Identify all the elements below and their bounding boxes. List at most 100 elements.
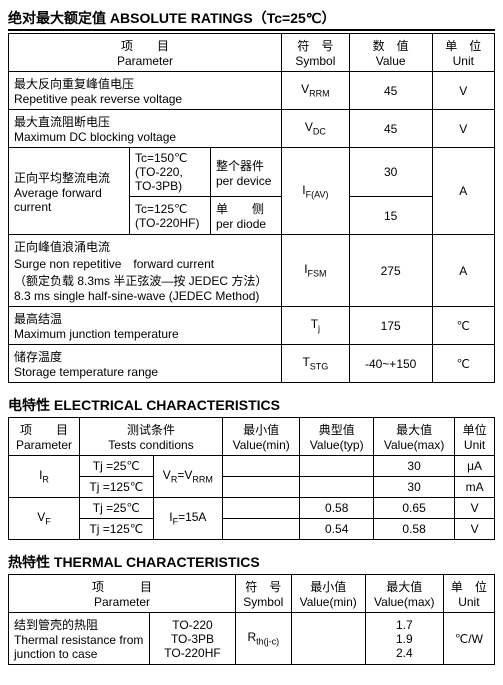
ifav-c2rcn: 单 侧 [216,202,264,216]
tstg-en: Storage temperature range [14,365,276,379]
ehdr-cond-cn: 测试条件 [127,423,175,437]
rth-pkg3: TO-220HF [164,646,220,660]
rth-max1: 1.7 [396,618,413,632]
abs-header-row: 项 目 Parameter 符 号 Symbol 数 值 Value 单 位 U… [9,34,495,72]
vf-tj1: Tj =25℃ [80,498,154,519]
hdr-symbol-cn: 符 号 [297,39,333,53]
thdr-min-en: Value(min) [300,595,357,609]
vdc-cn: 最大直流阻断电压 [14,113,276,130]
ifsm-sub: FSM [308,269,327,279]
vf-max2: 0.58 [374,519,455,540]
ifav-en: Average forward current [14,186,124,214]
thdr-param-en: Parameter [94,595,150,609]
ifsm-val: 275 [349,235,432,307]
vrrm-unit: V [432,72,494,110]
ehdr-max-cn: 最大值 [396,423,432,437]
vdc-unit: V [432,110,494,148]
thermal-table: 项 目 Parameter 符 号 Symbol 最小值 Value(min) … [8,574,495,665]
tj-val: 175 [349,307,432,345]
elec-table: 项 目 Parameter 测试条件 Tests conditions 最小值 … [8,417,495,540]
ifav-c1ren: per device [216,174,271,188]
ifsm-notecn: （额定负载 8.3ms 半正弦波—按 JEDEC 方法） [14,272,276,289]
vrrm-cn: 最大反向重复峰值电压 [14,75,276,92]
tstg-val: -40~+150 [349,345,432,383]
vdc-en: Maximum DC blocking voltage [14,130,276,144]
ir-max2: 30 [374,477,455,498]
vdc-row: 最大直流阻断电压 Maximum DC blocking voltage VDC… [9,110,495,148]
thermal-title: 热特性 THERMAL CHARACTERISTICS [8,552,495,572]
tstg-row: 储存温度 Storage temperature range TSTG -40~… [9,345,495,383]
vf-unit2: V [455,519,495,540]
rth-cn: 结到管壳的热阻 [14,616,144,633]
tj-unit: ℃ [432,307,494,345]
elec-header-row: 项 目 Parameter 测试条件 Tests conditions 最小值 … [9,418,495,456]
ifav-row1: 正向平均整流电流 Average forward current Tc=150℃… [9,148,495,197]
hdr-param-cn: 项 目 [121,39,169,53]
rth-sub: th(j-c) [256,637,279,647]
thdr-max-en: Value(max) [374,595,434,609]
ehdr-min-en: Value(min) [233,438,290,452]
elec-title: 电特性 ELECTRICAL CHARACTERISTICS [8,395,495,415]
tstg-unit: ℃ [432,345,494,383]
ifav-sub: F(AV) [306,189,329,199]
vf-row1: VF Tj =25℃ IF=15A 0.58 0.65 V [9,498,495,519]
ifav-v1: 30 [349,148,432,197]
thdr-min-cn: 最小值 [310,580,346,594]
thdr-unit-en: Unit [458,595,479,609]
vrrm-val: 45 [349,72,432,110]
vf-sub: F [45,517,51,527]
hdr-unit-cn: 单 位 [445,39,481,53]
vf-typ1: 0.58 [300,498,374,519]
thdr-max-cn: 最大值 [386,580,422,594]
hdr-value-cn: 数 值 [373,39,409,53]
hdr-unit-en: Unit [453,54,474,68]
ir-cond: V [163,468,171,482]
ir-unit2: mA [455,477,495,498]
ifav-c2l1: Tc=125℃ [135,202,188,216]
tstg-sub: STG [310,362,329,372]
tj-sub: j [318,324,320,334]
thdr-param-cn: 项 目 [92,580,152,594]
vdc-val: 45 [349,110,432,148]
ehdr-max-en: Value(max) [384,438,444,452]
rth-sym: R [247,630,256,644]
ifav-c2ren: per diode [216,217,266,231]
vf-ceq: =15A [178,510,206,524]
thdr-unit-cn: 单 位 [451,580,487,594]
ehdr-typ-en: Value(typ) [310,438,364,452]
thdr-sym-en: Symbol [243,595,283,609]
ir-tj1: Tj =25℃ [80,456,154,477]
vf-row2: Tj =125℃ 0.54 0.58 V [9,519,495,540]
ifav-c2l2: (TO-220HF) [135,216,199,230]
rth-unit: ℃/W [443,613,494,665]
ehdr-unit-en: Unit [464,438,485,452]
ir-max1: 30 [374,456,455,477]
ifav-v2: 15 [349,197,432,235]
tj-cn: 最高结温 [14,310,276,327]
vrrm-sym: V [301,82,309,96]
vdc-sym: V [305,120,313,134]
ir-row1: IR Tj =25℃ VR=VRRM 30 μA [9,456,495,477]
ehdr-min-cn: 最小值 [243,423,279,437]
vf-tj2: Tj =125℃ [80,519,154,540]
ehdr-param-cn: 项 目 [20,423,68,437]
rth-pkg2: TO-3PB [171,632,214,646]
ir-cmid: =V [177,468,192,482]
rth-en2: junction to case [14,647,144,661]
ifsm-cn: 正向峰值浪涌电流 [14,238,276,255]
thermal-header-row: 项 目 Parameter 符 号 Symbol 最小值 Value(min) … [9,575,495,613]
ifsm-row: 正向峰值浪涌电流 Surge non repetitive forward cu… [9,235,495,307]
tj-row: 最高结温 Maximum junction temperature Tj 175… [9,307,495,345]
ir-cs2: RRM [192,475,213,485]
rth-en1: Thermal resistance from [14,633,144,647]
abs-table: 项 目 Parameter 符 号 Symbol 数 值 Value 单 位 U… [8,33,495,383]
vdc-sub: DC [313,127,326,137]
ifav-cn: 正向平均整流电流 [14,169,124,186]
ir-row2: Tj =125℃ 30 mA [9,477,495,498]
ir-sub: R [42,475,49,485]
ehdr-unit-cn: 单位 [463,423,487,437]
vf-max1: 0.65 [374,498,455,519]
vrrm-en: Repetitive peak reverse voltage [14,92,276,106]
vf-unit1: V [455,498,495,519]
ifsm-noteen: 8.3 ms single half-sine-wave (JEDEC Meth… [14,289,276,303]
